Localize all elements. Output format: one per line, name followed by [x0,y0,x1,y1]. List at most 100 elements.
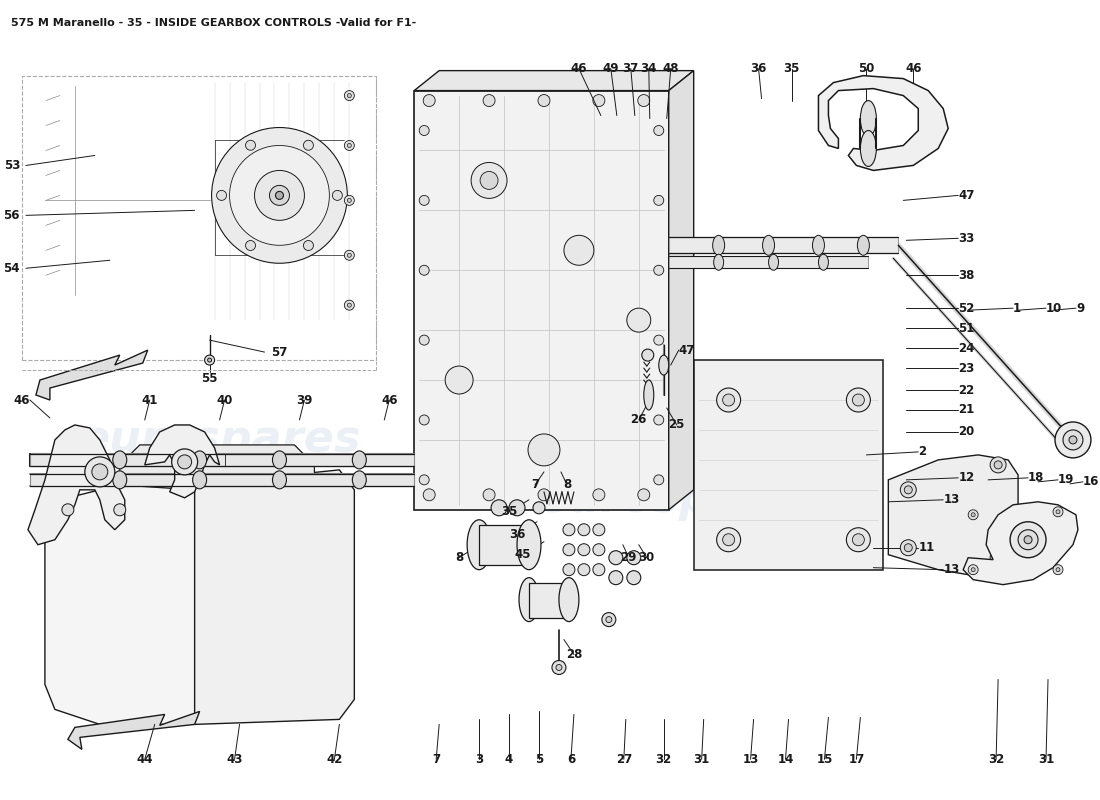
Text: 31: 31 [693,753,710,766]
Circle shape [62,504,74,516]
Ellipse shape [273,471,286,489]
Text: 46: 46 [13,394,30,406]
Circle shape [653,475,663,485]
Circle shape [344,195,354,206]
Circle shape [653,335,663,345]
Polygon shape [28,425,124,545]
Circle shape [1069,436,1077,444]
Circle shape [424,489,436,501]
Circle shape [994,554,1002,562]
Circle shape [968,565,978,574]
Circle shape [91,464,108,480]
Circle shape [608,550,623,565]
Text: 34: 34 [640,62,657,75]
Circle shape [716,388,740,412]
Circle shape [627,308,651,332]
Circle shape [344,250,354,260]
Circle shape [344,141,354,150]
Text: 36: 36 [750,62,767,75]
Circle shape [564,235,594,266]
Ellipse shape [860,130,877,166]
Text: 14: 14 [778,753,794,766]
Circle shape [534,502,544,514]
Circle shape [846,528,870,552]
Text: 55: 55 [201,371,218,385]
Bar [30,474,415,486]
Ellipse shape [644,380,653,410]
Circle shape [332,190,342,200]
Ellipse shape [519,578,539,622]
Text: 29: 29 [620,551,637,564]
Circle shape [593,489,605,501]
Circle shape [205,355,214,365]
Circle shape [990,550,1006,566]
Circle shape [348,303,351,307]
Text: 22: 22 [958,383,975,397]
Text: 8: 8 [563,478,571,491]
Text: 44: 44 [136,753,153,766]
Text: 7: 7 [531,478,539,491]
Text: 30: 30 [639,551,654,564]
Text: 33: 33 [958,232,975,245]
Circle shape [653,126,663,135]
Circle shape [270,186,289,206]
Circle shape [552,661,565,674]
Text: 10: 10 [1046,302,1063,314]
Polygon shape [195,470,354,724]
Text: 3: 3 [475,753,483,766]
Polygon shape [669,70,694,510]
Circle shape [593,524,605,536]
Text: 46: 46 [571,62,587,75]
Bar [669,238,899,254]
Ellipse shape [352,471,366,489]
Circle shape [578,524,590,536]
Circle shape [1019,530,1038,550]
Polygon shape [415,70,694,90]
Circle shape [627,570,641,585]
Text: 5: 5 [535,753,543,766]
Circle shape [446,366,473,394]
Circle shape [480,171,498,190]
Circle shape [483,94,495,106]
Text: 50: 50 [858,62,874,75]
Bar [694,360,883,570]
Circle shape [1010,522,1046,558]
Circle shape [344,300,354,310]
Text: 13: 13 [943,563,959,576]
Text: 15: 15 [816,753,833,766]
Circle shape [904,486,912,494]
Text: 43: 43 [227,753,243,766]
Circle shape [593,94,605,106]
Circle shape [990,457,1006,473]
Circle shape [538,489,550,501]
Circle shape [638,489,650,501]
Circle shape [1024,536,1032,544]
Circle shape [1055,422,1091,458]
Bar [480,525,529,565]
Circle shape [846,388,870,412]
Text: 45: 45 [515,548,531,562]
Circle shape [85,457,114,487]
Polygon shape [36,350,147,400]
Text: 6: 6 [566,753,575,766]
Polygon shape [145,425,220,498]
Circle shape [904,544,912,552]
Polygon shape [889,455,1019,574]
Circle shape [1063,430,1084,450]
Ellipse shape [468,520,491,570]
Circle shape [1056,568,1060,572]
Circle shape [1053,565,1063,574]
Text: eurospares: eurospares [79,418,361,462]
Polygon shape [120,445,315,480]
Circle shape [538,94,550,106]
Circle shape [344,90,354,101]
Circle shape [419,475,429,485]
Circle shape [254,170,305,220]
Circle shape [348,143,351,147]
Text: 46: 46 [905,62,922,75]
Text: 52: 52 [958,302,975,314]
Text: 1: 1 [1013,302,1021,314]
Text: 56: 56 [3,209,20,222]
Circle shape [424,94,436,106]
Text: 32: 32 [656,753,672,766]
